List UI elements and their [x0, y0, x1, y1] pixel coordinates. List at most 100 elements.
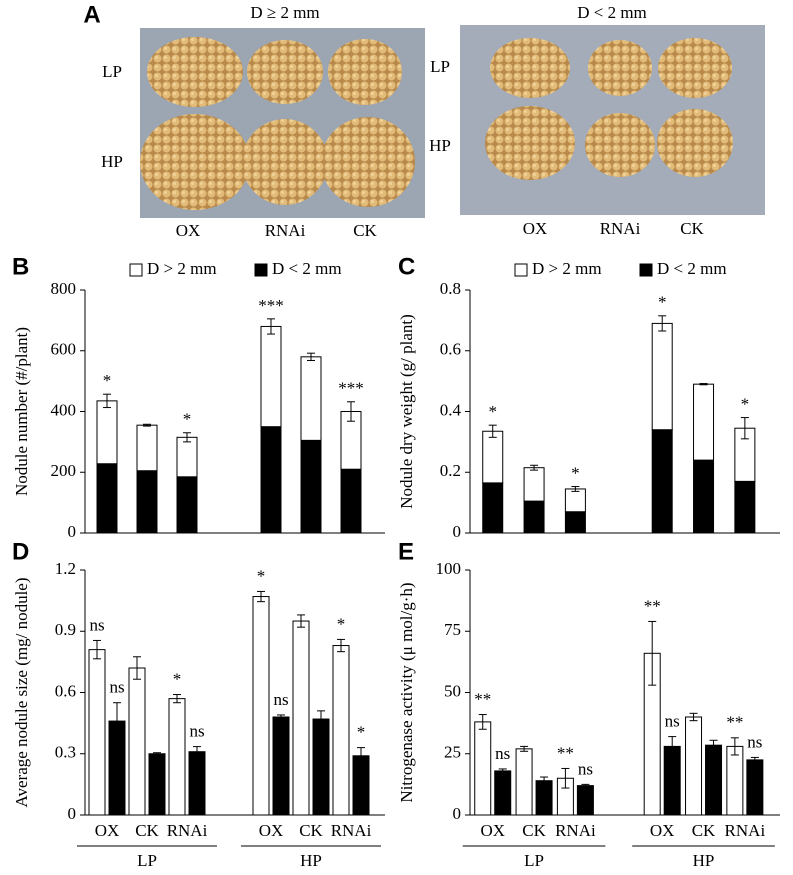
bar-segment	[564, 488, 586, 513]
y-tick-label: 0.3	[55, 743, 76, 762]
bar-segment	[300, 356, 322, 441]
y-tick-label: 0	[68, 522, 77, 541]
bar-segment	[693, 383, 715, 461]
bar	[705, 744, 723, 816]
photo-title: D < 2 mm	[577, 3, 647, 22]
y-tick-label: 200	[51, 461, 77, 480]
y-tick-label: 1.2	[55, 559, 76, 578]
y-tick-label: 0.6	[55, 681, 76, 700]
x-tick-label: RNAi	[725, 821, 766, 840]
bar	[726, 745, 744, 816]
panel-label: E	[398, 538, 414, 565]
x-tick-label: OX	[259, 821, 284, 840]
x-tick-label: RNAi	[555, 821, 596, 840]
bar	[292, 620, 310, 816]
bar-segment	[564, 511, 586, 534]
x-tick-label: OX	[650, 821, 675, 840]
bar	[494, 770, 512, 816]
group-label: HP	[693, 851, 715, 870]
y-tick-label: 0.9	[55, 620, 76, 639]
y-tick-label: 75	[444, 620, 461, 639]
significance-label: ns	[89, 615, 104, 634]
bar	[272, 716, 290, 816]
y-axis-label: Average nodule size (mg/ nodule)	[12, 577, 31, 807]
bar-segment	[651, 322, 673, 431]
bar-segment	[734, 480, 756, 534]
x-tick-label: CK	[692, 821, 716, 840]
bar	[474, 721, 492, 816]
x-tick-label: RNAi	[331, 821, 372, 840]
column-label: CK	[353, 221, 377, 240]
significance-label: ns	[495, 744, 510, 763]
significance-label: *	[257, 566, 266, 585]
bar-segment	[523, 467, 545, 502]
significance-label: ns	[747, 732, 762, 751]
column-label: RNAi	[265, 221, 306, 240]
y-tick-label: 0.6	[440, 340, 461, 359]
column-label: OX	[523, 219, 548, 238]
bar-segment	[340, 468, 362, 534]
significance-label: *	[741, 394, 750, 413]
x-tick-label: CK	[135, 821, 159, 840]
significance-label: *	[488, 402, 497, 421]
column-label: CK	[680, 219, 704, 238]
legend-swatch	[254, 263, 268, 277]
bar-segment	[176, 436, 198, 478]
significance-label: ns	[109, 678, 124, 697]
bar	[746, 759, 764, 816]
y-axis-label: Nodule number (#/plant)	[12, 327, 31, 496]
bar	[128, 667, 146, 816]
row-label: LP	[102, 62, 122, 81]
bar-segment	[176, 476, 198, 534]
significance-label: **	[474, 689, 491, 708]
row-label: LP	[430, 57, 450, 76]
y-axis-label: Nodule dry weight (g/ plant)	[397, 314, 416, 509]
photo-title: D ≥ 2 mm	[250, 3, 319, 22]
y-axis-label: Nitrogenase activity (μ mol/g·h)	[397, 582, 416, 802]
bar	[332, 645, 350, 816]
significance-label: **	[557, 743, 574, 762]
y-tick-label: 0	[68, 804, 77, 823]
y-tick-label: 0.2	[440, 461, 461, 480]
y-tick-label: 0	[453, 522, 462, 541]
bar	[252, 596, 270, 816]
y-tick-label: 0.4	[440, 400, 462, 419]
bar	[352, 755, 370, 816]
y-tick-label: 100	[436, 559, 462, 578]
significance-label: *	[103, 371, 112, 390]
column-label: RNAi	[600, 219, 641, 238]
x-tick-label: CK	[299, 821, 323, 840]
significance-label: ns	[665, 712, 680, 731]
bar	[685, 716, 703, 816]
bar-segment	[260, 426, 282, 534]
significance-label: **	[644, 596, 661, 615]
y-tick-label: 600	[51, 340, 77, 359]
significance-label: *	[173, 669, 182, 688]
significance-label: *	[571, 463, 580, 482]
significance-label: ns	[189, 722, 204, 741]
panel-label: D	[12, 538, 29, 565]
seed-piles	[140, 37, 733, 210]
bar-segment	[136, 470, 158, 534]
group-label: HP	[300, 851, 322, 870]
y-tick-label: 0.8	[440, 279, 461, 298]
bar	[312, 718, 330, 816]
significance-label: *	[658, 293, 667, 312]
y-tick-label: 400	[51, 400, 77, 419]
x-tick-label: CK	[522, 821, 546, 840]
group-label: LP	[524, 851, 544, 870]
bar-segment	[523, 500, 545, 534]
legend-swatch	[514, 263, 528, 277]
y-tick-label: 0	[453, 804, 462, 823]
bar-segment	[300, 439, 322, 534]
panel-label: C	[398, 253, 415, 280]
bar	[88, 649, 106, 816]
significance-label: ***	[258, 296, 284, 315]
significance-label: *	[357, 723, 366, 742]
column-label: OX	[176, 221, 201, 240]
y-tick-label: 25	[444, 743, 461, 762]
significance-label: *	[337, 614, 346, 633]
bar	[576, 785, 594, 816]
legend-label: D > 2 mm	[532, 259, 602, 278]
